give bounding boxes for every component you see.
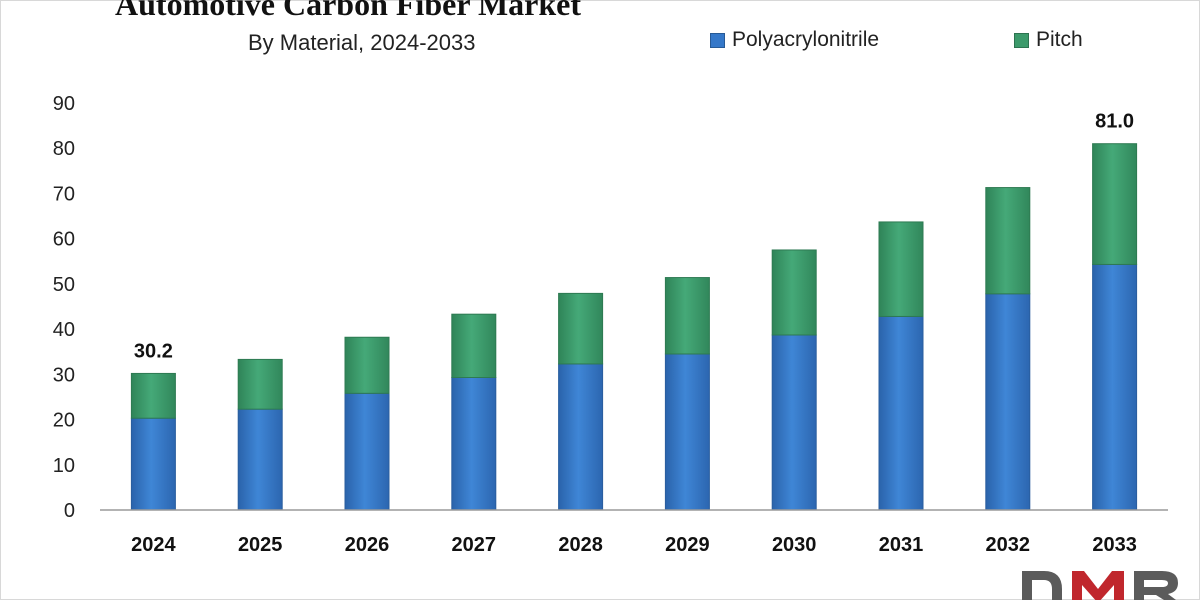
- bar-segment-polyacrylonitrile-2032: [985, 293, 1031, 511]
- bar-segment-pitch-2032: [985, 187, 1031, 295]
- brand-logo: [1018, 565, 1200, 600]
- bar-segment-polyacrylonitrile-2031: [878, 315, 924, 511]
- y-tick-label: 50: [53, 274, 75, 296]
- y-tick-label: 80: [53, 138, 75, 160]
- x-axis: 2024 2025 2026 2027 2028 2029 2030 2031 2032 2033: [131, 534, 1137, 556]
- bar-segment-polyacrylonitrile-2026: [344, 392, 390, 511]
- y-tick-label: 70: [53, 183, 75, 205]
- x-tick-label-2027: 2027: [452, 534, 497, 556]
- x-tick-label-2024: 2024: [131, 534, 176, 556]
- legend-item-pitch: Pitch: [1014, 28, 1083, 52]
- x-tick-label-2028: 2028: [558, 534, 603, 556]
- legend-label-polyacrylonitrile: Polyacrylonitrile: [732, 28, 880, 51]
- bar-segment-polyacrylonitrile-2025: [237, 408, 283, 511]
- total-label-2024: 30.2: [134, 340, 173, 362]
- bar-segment-polyacrylonitrile-2024: [130, 417, 176, 511]
- bar-segment-pitch-2030: [771, 249, 817, 336]
- y-tick-label: 30: [53, 364, 75, 386]
- chart-subtitle: By Material, 2024-2033: [248, 30, 476, 55]
- bar-segment-polyacrylonitrile-2027: [451, 376, 497, 511]
- bar-segment-pitch-2029: [664, 277, 710, 355]
- bar-segment-pitch-2025: [237, 358, 283, 410]
- x-tick-label-2026: 2026: [345, 534, 390, 556]
- y-tick-label: 0: [64, 500, 75, 522]
- dmr-logo-icon: [1022, 571, 1178, 600]
- x-tick-label-2029: 2029: [665, 534, 710, 556]
- total-labels: 30.2 81.0: [134, 111, 1134, 363]
- bar-segment-pitch-2027: [451, 313, 497, 378]
- x-tick-label-2025: 2025: [238, 534, 283, 556]
- bar-segment-pitch-2028: [558, 292, 604, 365]
- x-tick-label-2033: 2033: [1092, 534, 1137, 556]
- bar-segment-polyacrylonitrile-2029: [664, 353, 710, 511]
- y-tick-label: 90: [53, 93, 75, 115]
- bar-segment-pitch-2026: [344, 336, 390, 394]
- legend-item-polyacrylonitrile: Polyacrylonitrile: [710, 28, 879, 52]
- bar-segment-pitch-2024: [130, 372, 176, 419]
- x-tick-label-2030: 2030: [772, 534, 817, 556]
- legend-label-pitch: Pitch: [1036, 28, 1083, 51]
- y-tick-label: 10: [53, 455, 75, 477]
- total-label-2033: 81.0: [1095, 111, 1134, 133]
- legend-swatch-pitch: [1014, 32, 1029, 48]
- x-tick-label-2031: 2031: [879, 534, 924, 556]
- legend-swatch-polyacrylonitrile: [710, 32, 725, 48]
- x-tick-label-2032: 2032: [986, 534, 1031, 556]
- chart-title: Automotive Carbon Fiber Market: [115, 0, 581, 22]
- y-tick-label: 20: [53, 410, 75, 432]
- bars-group: [130, 143, 1138, 511]
- bar-segment-pitch-2033: [1092, 143, 1138, 265]
- y-axis: 0 10 20 30 40 50 60 70 80 90: [53, 93, 75, 522]
- bar-segment-polyacrylonitrile-2033: [1092, 263, 1138, 511]
- y-tick-label: 60: [53, 229, 75, 251]
- bar-segment-polyacrylonitrile-2030: [771, 334, 817, 511]
- bar-segment-polyacrylonitrile-2028: [558, 363, 604, 511]
- bar-segment-pitch-2031: [878, 221, 924, 317]
- y-tick-label: 40: [53, 319, 75, 341]
